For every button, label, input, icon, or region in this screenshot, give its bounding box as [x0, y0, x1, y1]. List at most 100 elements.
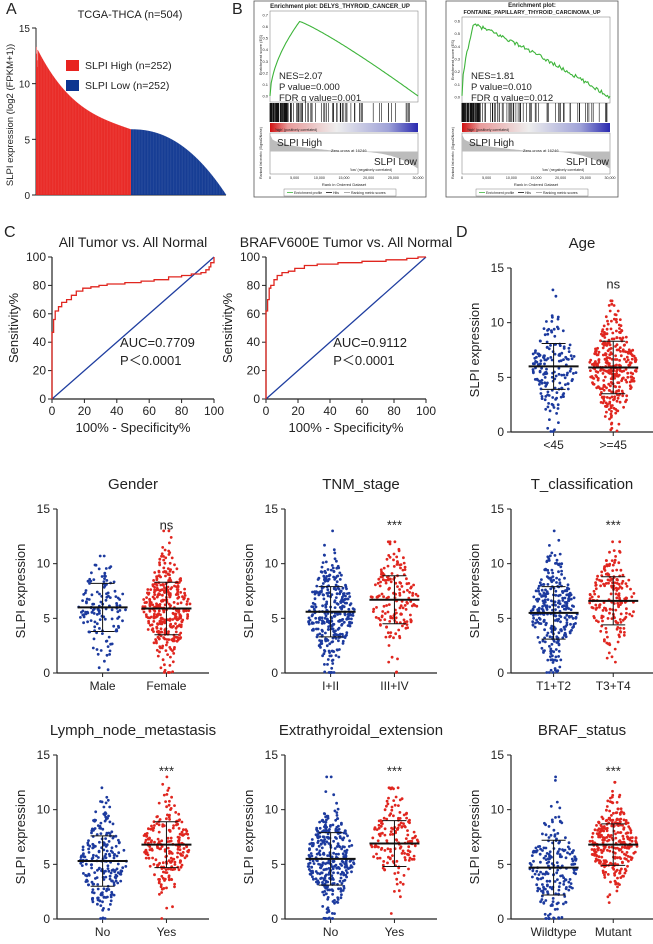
scatter-dot	[552, 529, 556, 533]
waterfall-bar	[150, 131, 151, 195]
scatter-dot	[312, 862, 316, 865]
scatter-dot	[540, 595, 543, 598]
scatter-dot	[321, 604, 324, 608]
scatter-dot	[340, 618, 344, 622]
scatter-dot	[399, 821, 403, 825]
scatter-dot	[318, 849, 322, 853]
scatter-dot	[163, 631, 167, 635]
x-category-label: III+IV	[380, 679, 408, 693]
scatter-dot	[338, 571, 342, 575]
scatter-dot	[122, 848, 126, 852]
waterfall-bar	[160, 134, 161, 195]
scatter-dot	[347, 845, 351, 848]
scatter-dot	[407, 845, 411, 849]
scatter-dot	[329, 671, 333, 674]
scatter-dot	[626, 855, 630, 858]
scatter-dot	[335, 814, 339, 817]
waterfall-bar	[54, 77, 55, 195]
scatter-dot	[613, 780, 617, 784]
scatter-dot	[396, 585, 399, 588]
scatter-dot	[588, 601, 592, 605]
waterfall-bar	[67, 93, 68, 195]
scatter-dot	[627, 578, 631, 582]
scatter-dot	[604, 609, 608, 612]
waterfall-bar	[48, 69, 49, 195]
gsea-x-tick-label: 10,000	[506, 176, 517, 180]
scatter-dot	[312, 628, 315, 632]
scatter-dot	[556, 850, 560, 853]
scatter-dot	[320, 570, 324, 574]
scatter-dot	[557, 366, 561, 370]
waterfall-bar	[135, 129, 136, 195]
scatter-dot	[410, 604, 414, 608]
scatter-dot	[178, 633, 181, 637]
scatter-dot	[406, 829, 409, 832]
scatter-dot	[602, 567, 606, 571]
scatter-dot	[319, 842, 323, 846]
waterfall-bar	[206, 168, 207, 195]
waterfall-bar	[103, 118, 104, 195]
scatter-dot	[594, 360, 597, 363]
scatter-dot	[101, 891, 104, 894]
scatter-title: BRAF_status	[538, 722, 626, 739]
waterfall-bar	[130, 129, 131, 195]
scatter-dot	[599, 393, 602, 396]
waterfall-bar	[169, 138, 171, 195]
scatter-dot	[588, 597, 592, 601]
scatter-dot	[92, 637, 96, 641]
scatter-dot	[558, 381, 562, 385]
waterfall-bar	[196, 158, 197, 195]
waterfall-bar	[64, 90, 65, 195]
scatter-dot	[603, 385, 607, 388]
scatter-dot	[328, 573, 332, 577]
scatter-dot	[612, 406, 616, 410]
scatter-dot	[551, 575, 555, 578]
scatter-y-label: SLPI expression	[13, 790, 28, 885]
scatter-dot	[621, 861, 624, 865]
scatter-dot	[386, 631, 390, 635]
waterfall-bar	[70, 96, 71, 195]
waterfall-bar	[105, 119, 106, 195]
waterfall-bar	[127, 128, 129, 195]
scatter-dot	[150, 824, 153, 828]
scatter-dot	[408, 850, 412, 854]
scatter-dot	[630, 836, 634, 839]
scatter-dot	[183, 594, 187, 597]
waterfall-bar	[203, 165, 204, 195]
scatter-dot	[553, 834, 557, 838]
scatter-dot	[557, 372, 561, 376]
scatter-dot	[619, 324, 623, 327]
scatter-dot	[545, 559, 549, 563]
scatter-dot	[549, 344, 552, 347]
scatter-dot	[332, 671, 336, 674]
scatter-dot	[405, 816, 408, 820]
y-tick-label: 10	[265, 803, 279, 817]
waterfall-bar	[182, 146, 183, 195]
scatter-dot	[335, 633, 338, 637]
scatter-dot	[92, 853, 95, 857]
scatter-dot	[602, 829, 606, 833]
scatter-dot	[406, 588, 409, 592]
scatter-dot	[393, 872, 397, 875]
scatter-dot	[613, 647, 617, 651]
scatter-dot	[562, 876, 565, 880]
scatter-dot	[558, 806, 562, 810]
scatter-dot	[384, 635, 388, 639]
scatter-dot	[315, 848, 319, 851]
scatter-dot	[170, 877, 173, 881]
scatter-dot	[607, 341, 611, 344]
scatter-dot	[388, 542, 392, 546]
y-tick-label: 15	[37, 748, 51, 762]
scatter-dot	[165, 805, 169, 809]
waterfall-bar	[178, 143, 179, 195]
scatter-dot	[116, 610, 120, 614]
scatter-dot	[560, 569, 563, 573]
scatter-dot	[616, 856, 619, 860]
scatter-dot	[387, 644, 391, 647]
panel-letter-c: C	[4, 224, 16, 241]
scatter-dot	[173, 646, 176, 649]
scatter-dot	[546, 884, 549, 888]
scatter-dot	[539, 359, 543, 362]
scatter-dot	[327, 867, 331, 870]
